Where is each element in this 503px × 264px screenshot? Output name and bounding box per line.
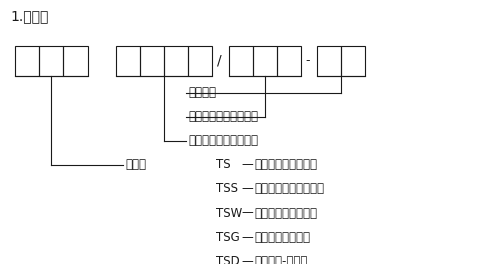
Text: 卧式同步水轮发电机: 卧式同步水轮发电机 (254, 206, 317, 219)
Bar (188, 46, 212, 76)
Bar (317, 46, 341, 76)
Text: 空冷同步水轮发电机: 空冷同步水轮发电机 (254, 158, 317, 171)
Text: 定子铁芯外径（厘米）: 定子铁芯外径（厘米） (189, 134, 259, 147)
Bar (164, 46, 188, 76)
Text: TS: TS (216, 158, 231, 171)
Bar (341, 46, 365, 76)
Bar (229, 46, 253, 76)
Text: TSW: TSW (216, 206, 242, 219)
Bar (116, 46, 140, 76)
Text: —: — (241, 158, 253, 171)
Bar (277, 46, 301, 76)
Text: 磁极个数: 磁极个数 (189, 86, 217, 99)
Text: 水内冷同步水轮发电机: 水内冷同步水轮发电机 (254, 182, 324, 195)
Bar (15, 46, 39, 76)
Text: 水轮发电-电动机: 水轮发电-电动机 (254, 254, 307, 264)
Text: —: — (241, 254, 253, 264)
Text: -: - (306, 54, 310, 67)
Bar (253, 46, 277, 76)
Bar (63, 46, 88, 76)
Bar (140, 46, 164, 76)
Text: 贯流式水轮发电机: 贯流式水轮发电机 (254, 230, 310, 244)
Text: 定子铁芯长度（厘米）: 定子铁芯长度（厘米） (189, 110, 259, 123)
Text: 型号，: 型号， (126, 158, 147, 171)
Text: —: — (241, 182, 253, 195)
Text: 1.旧型号: 1.旧型号 (10, 9, 48, 23)
Text: /: / (217, 54, 222, 68)
Text: —: — (241, 206, 253, 219)
Text: TSG: TSG (216, 230, 240, 244)
Text: TSS: TSS (216, 182, 238, 195)
Text: TSD: TSD (216, 254, 240, 264)
Bar (39, 46, 63, 76)
Text: —: — (241, 230, 253, 244)
